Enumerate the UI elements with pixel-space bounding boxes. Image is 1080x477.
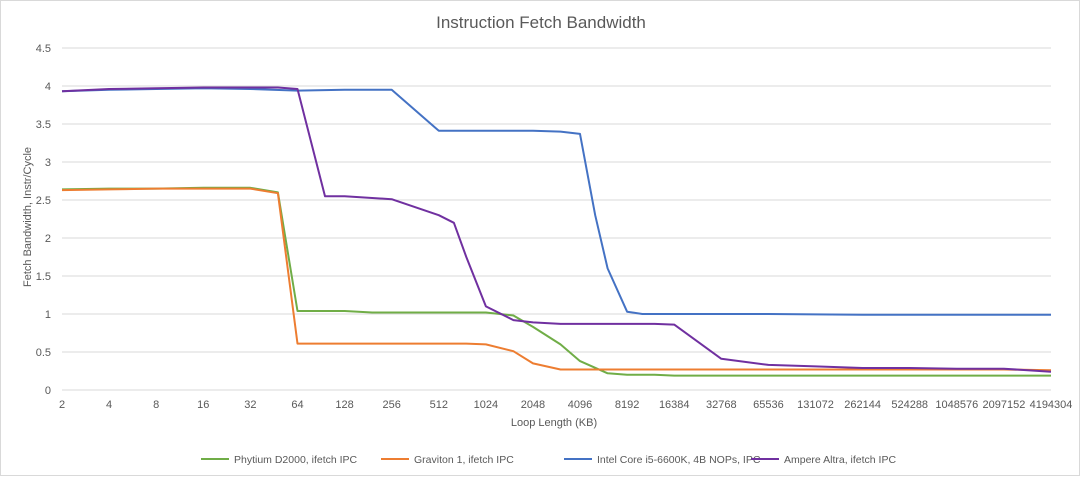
x-tick-label: 4 [106, 399, 112, 411]
y-tick-label: 0.5 [36, 347, 51, 359]
legend-entry-label: Intel Core i5-6600K, 4B NOPs, IPC [597, 454, 761, 466]
x-axis-label: Loop Length (KB) [511, 417, 597, 429]
x-tick-label: 2048 [521, 399, 545, 411]
y-tick-label: 1 [45, 309, 51, 321]
x-tick-label: 16384 [659, 399, 690, 411]
x-tick-label: 524288 [891, 399, 928, 411]
y-tick-label: 1.5 [36, 271, 51, 283]
x-tick-label: 64 [291, 399, 303, 411]
y-tick-label: 4 [45, 81, 51, 93]
y-axis-label: Fetch Bandwidth, Instr/Cycle [22, 147, 34, 287]
series-line-1 [61, 186, 1051, 377]
y-tick-label: 2.5 [36, 195, 51, 207]
x-tick-label: 16 [197, 399, 209, 411]
x-tick-label: 512 [430, 399, 448, 411]
series-lines [61, 86, 1052, 377]
y-tick-label: 3.5 [36, 119, 51, 131]
x-tick-label: 8192 [615, 399, 639, 411]
x-tick-labels: 2 4 8 16 32 64 128 256 512 1024 2048 4096 8192 16384 3… [59, 399, 1072, 411]
series-line-4 [61, 86, 1052, 373]
x-tick-label: 65536 [753, 399, 784, 411]
x-tick-label: 262144 [844, 399, 881, 411]
x-tick-label: 4194304 [1030, 399, 1073, 411]
x-tick-label: 131072 [797, 399, 834, 411]
x-tick-label: 4096 [568, 399, 592, 411]
series-line-2 [61, 187, 1052, 372]
chart-title: Instruction Fetch Bandwidth [436, 13, 646, 32]
series-line-3 [61, 87, 1051, 316]
x-tick-label: 2 [59, 399, 65, 411]
y-tick-label: 2 [45, 233, 51, 245]
x-tick-label: 32768 [706, 399, 737, 411]
legend-entry-label: Phytium D2000, ifetch IPC [234, 454, 358, 466]
x-tick-label: 1024 [474, 399, 498, 411]
x-tick-label: 8 [153, 399, 159, 411]
legend-entry-label: Graviton 1, ifetch IPC [414, 454, 514, 466]
x-tick-label: 2097152 [982, 399, 1025, 411]
gridlines [62, 47, 1051, 391]
x-tick-label: 128 [335, 399, 353, 411]
legend: Phytium D2000, ifetch IPC Graviton 1, ife… [201, 454, 896, 466]
legend-entry-label: Ampere Altra, ifetch IPC [784, 454, 896, 466]
x-tick-label: 32 [244, 399, 256, 411]
y-tick-labels: 0 0.5 1 1.5 2 2.5 3 3.5 4 4.5 [36, 43, 51, 397]
y-tick-label: 0 [45, 385, 51, 397]
y-tick-label: 4.5 [36, 43, 51, 55]
y-tick-label: 3 [45, 157, 51, 169]
x-tick-label: 256 [382, 399, 400, 411]
x-tick-label: 1048576 [935, 399, 978, 411]
